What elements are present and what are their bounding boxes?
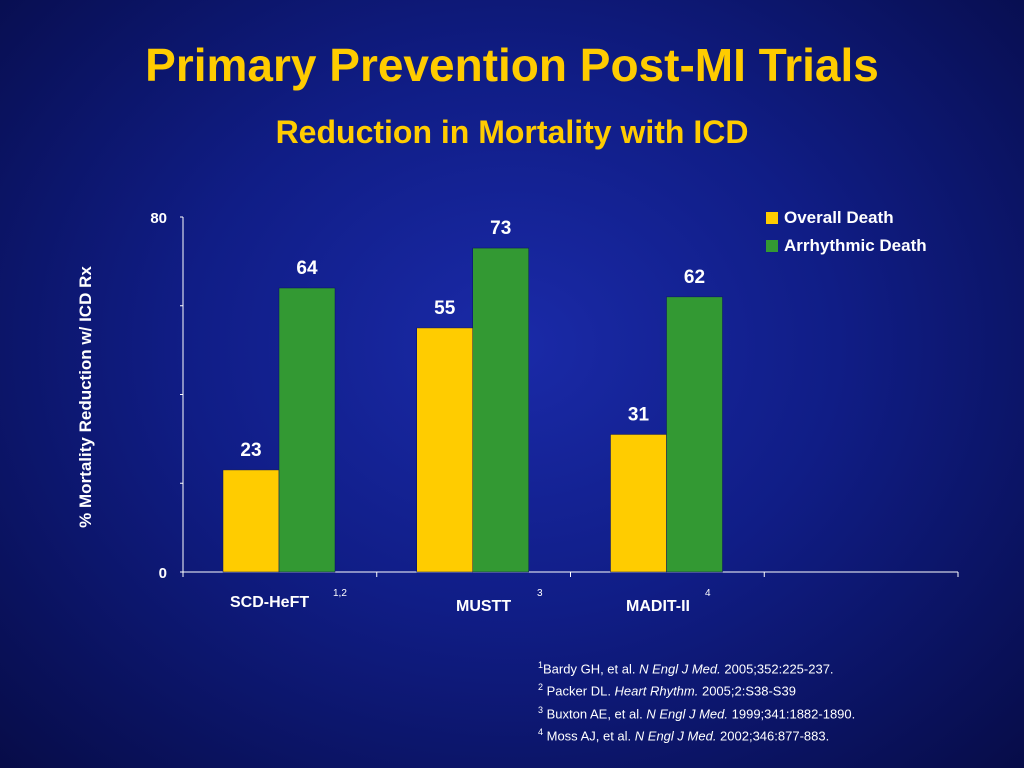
category-label-mustt: MUSTT — [456, 598, 512, 615]
y-tick-label: 80 — [150, 210, 167, 227]
data-label: 62 — [684, 267, 705, 288]
chart-labels: 0 80 % Mortality Reduction w/ ICD Rx 23 64 55… — [76, 210, 705, 582]
legend-swatch-overall — [766, 212, 778, 224]
legend-label-arrhythmic: Arrhythmic Death — [784, 236, 927, 255]
legend-swatch-arrhythmic — [766, 240, 778, 252]
bar — [278, 287, 336, 573]
category-superscript-madit-ii: 4 — [705, 588, 711, 599]
bar — [416, 327, 473, 573]
y-tick-label: 0 — [159, 565, 167, 582]
chart-bars — [222, 247, 723, 573]
chart-legend: Overall Death Arrhythmic Death — [766, 204, 927, 260]
data-label: 64 — [296, 258, 318, 279]
references: 1Bardy GH, et al. N Engl J Med. 2005;352… — [538, 656, 855, 745]
y-axis-title: % Mortality Reduction w/ ICD Rx — [76, 266, 95, 528]
bar — [222, 469, 280, 573]
data-label: 31 — [628, 404, 650, 425]
data-label: 73 — [490, 218, 511, 239]
legend-item-overall: Overall Death — [766, 204, 927, 232]
data-label: 23 — [240, 440, 261, 461]
category-label-scd-heft: SCD-HeFT — [230, 594, 310, 611]
data-label: 55 — [434, 298, 456, 319]
reference-4: 4 Moss AJ, et al. N Engl J Med. 2002;346… — [538, 726, 830, 744]
slide-title: Primary Prevention Post-MI Trials — [145, 39, 879, 91]
category-superscript-mustt: 3 — [537, 588, 543, 599]
category-label-madit-ii: MADIT-II — [626, 598, 690, 615]
legend-item-arrhythmic: Arrhythmic Death — [766, 232, 927, 260]
reference-2: 2 Packer DL. Heart Rhythm. 2005;2:S38-S3… — [538, 682, 796, 699]
slide-subtitle: Reduction in Mortality with ICD — [275, 114, 749, 150]
category-superscript-scd-heft: 1,2 — [333, 588, 347, 599]
reference-1: 1Bardy GH, et al. N Engl J Med. 2005;352… — [538, 660, 834, 677]
bar — [472, 247, 529, 573]
reference-3: 3 Buxton AE, et al. N Engl J Med. 1999;3… — [538, 704, 856, 721]
bar — [666, 296, 723, 573]
bar — [610, 434, 667, 573]
legend-label-overall: Overall Death — [784, 208, 894, 227]
